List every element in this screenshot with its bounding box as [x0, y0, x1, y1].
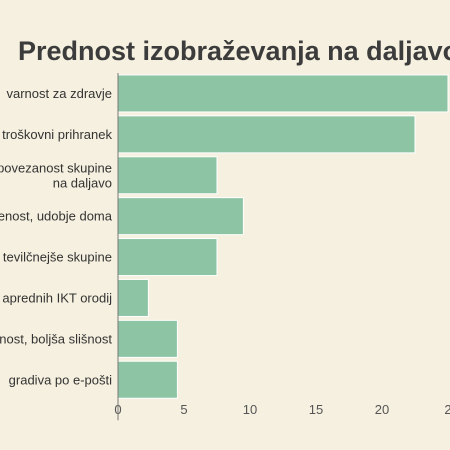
- bar-3: [117, 197, 244, 236]
- bar-2: [117, 156, 218, 195]
- bar-5: [117, 278, 149, 317]
- bars-group: [117, 74, 449, 399]
- bar-7: [117, 360, 178, 399]
- bar-0: [117, 74, 449, 113]
- category-label-3: enost, udobje doma: [0, 209, 113, 224]
- bar-6: [117, 319, 178, 358]
- category-label-6: nost, boljša slišnost: [0, 331, 112, 346]
- category-label-4: tevilčnejše skupine: [3, 250, 112, 265]
- bar-1: [117, 115, 416, 154]
- chart-title: Prednost izobraževanja na daljavo: [18, 36, 450, 66]
- x-tick-label-1: 5: [180, 402, 187, 417]
- x-tick-label-2: 10: [243, 402, 257, 417]
- x-tick-label-4: 20: [375, 402, 389, 417]
- category-label-5: aprednih IKT orodij: [2, 290, 112, 305]
- x-ticks-group: 051015202: [114, 402, 450, 417]
- x-tick-label-3: 15: [309, 402, 323, 417]
- category-label-1: troškovni prihranek: [2, 127, 112, 142]
- bar-4: [117, 238, 218, 277]
- category-labels-group: varnost za zdravje troškovni prihranek pov…: [0, 86, 113, 387]
- x-tick-label-5: 2: [444, 402, 450, 417]
- category-label-7: gradiva po e-pošti: [9, 372, 112, 387]
- category-label-2: povezanost skupine na daljavo: [0, 160, 112, 190]
- category-label-0: varnost za zdravje: [7, 86, 113, 101]
